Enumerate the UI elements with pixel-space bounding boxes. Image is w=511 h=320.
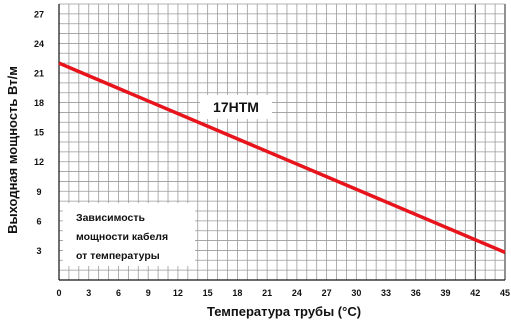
x-axis-title: Температура трубы (°C) <box>207 304 361 319</box>
y-axis-title: Выходная мощность Вт/м <box>5 66 20 234</box>
y-tick-label: 18 <box>34 98 44 108</box>
annotation-line-1: Зависимость <box>76 212 146 224</box>
y-tick-label: 21 <box>34 69 44 79</box>
chart-axes <box>58 4 505 281</box>
y-tick-label: 27 <box>34 9 44 19</box>
x-tick-label: 42 <box>470 288 480 298</box>
y-tick-label: 15 <box>34 128 44 138</box>
x-tick-label: 39 <box>441 288 451 298</box>
x-tick-label: 12 <box>173 288 183 298</box>
series-label-background <box>200 95 272 119</box>
x-tick-label: 30 <box>351 288 361 298</box>
series-label: 17НТМ <box>213 99 259 115</box>
x-tick-label: 24 <box>292 288 302 298</box>
tick-labels: 0 3 6 9 12 15 18 21 24 27 30 33 36 39 42 45369121518212… <box>34 9 510 298</box>
y-tick-label: 12 <box>34 157 44 167</box>
x-tick-label: 15 <box>203 288 213 298</box>
series-line <box>58 61 506 255</box>
y-tick-label: 6 <box>36 216 41 226</box>
y-tick-label: 3 <box>36 246 41 256</box>
chart-grid <box>59 3 506 280</box>
x-tick-label: 27 <box>322 288 332 298</box>
x-tick-label: 3 <box>86 288 91 298</box>
y-tick-label: 9 <box>36 187 41 197</box>
annotation-box: Зависимость мощности кабеля от температу… <box>63 203 195 266</box>
series-layer <box>58 61 506 255</box>
annotation-background <box>63 203 195 266</box>
x-tick-label: 45 <box>500 288 510 298</box>
x-tick-label: 33 <box>381 288 391 298</box>
annotation-line-2: мощности кабеля <box>76 231 168 243</box>
x-tick-label: 36 <box>411 288 421 298</box>
y-tick-label: 24 <box>34 39 44 49</box>
x-tick-label: 6 <box>116 288 121 298</box>
x-tick-label: 21 <box>262 288 272 298</box>
annotation-line-3: от температуры <box>76 250 160 262</box>
x-tick-label: 18 <box>232 288 242 298</box>
series-label-box: 17НТМ <box>200 95 272 119</box>
x-tick-label: 9 <box>146 288 151 298</box>
x-tick-label: 0 <box>56 288 61 298</box>
